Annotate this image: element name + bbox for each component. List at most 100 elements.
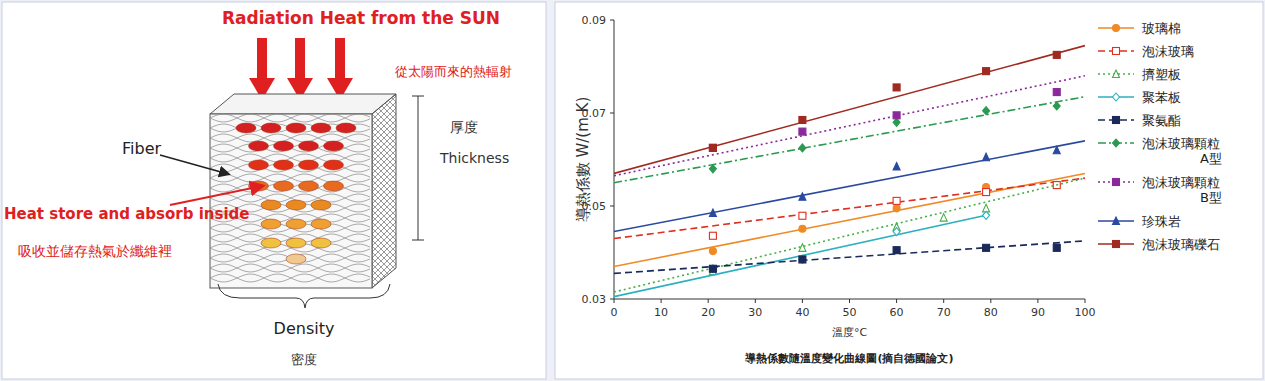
data-point [940,214,947,222]
right-panel [555,2,1263,379]
density-brace [218,284,390,308]
heat-cell [249,141,269,151]
data-point [893,247,900,254]
data-point [709,265,716,272]
fiber [210,264,370,272]
data-point [709,209,716,217]
data-point [799,256,806,263]
diagram: Radiation Heat from the SUN從太陽而來的熱輻射Fibe… [4,8,512,367]
chart-title: 導熱係數隨溫度變化曲線圖(摘自德國論文) [744,352,953,365]
x-tick-label: 50 [843,306,857,319]
data-point [709,165,716,173]
x-tick-label: 40 [795,306,809,319]
data-point [983,211,990,219]
sun-arrow [327,38,353,100]
y-axis-label: 導熱係數 W/(m K) [574,97,592,223]
heat-cell [286,254,306,264]
x-tick-label: 60 [890,306,904,319]
x-tick [1085,299,1086,303]
trend-line [614,241,1085,274]
legend: 玻璃棉泡沫玻璃擠塑板聚苯板聚氨酯泡沫玻璃顆粒A型泡沫玻璃顆粒B型珍珠岩泡沫玻璃礫… [1098,21,1222,252]
heat-cell [311,238,331,248]
axes: 0.030.050.070.090102030405060708090100 [582,14,1096,319]
sun-arrow [249,38,275,100]
x-tick-label: 0 [611,306,618,319]
x-tick-label: 100 [1075,306,1096,319]
label: 厚度 [450,119,478,135]
legend-label-line: 泡沫玻璃顆粒 [1142,175,1220,190]
legend-label: 泡沫玻璃 [1142,44,1194,59]
heat-cell [261,200,281,210]
heat-cell [249,160,269,170]
x-tick [614,299,615,303]
trend-line [614,76,1085,176]
legend-marker [1113,93,1120,101]
heat-cell [286,200,306,210]
fiber [210,114,370,122]
plot-area [614,46,1085,297]
fiber [210,134,370,142]
data-point [893,197,900,204]
label: Fiber [122,139,161,158]
heat-cell [324,181,344,191]
legend-marker [1113,48,1120,55]
x-tick [1037,299,1038,303]
data-point [893,228,900,236]
cube-front [210,114,372,288]
fibers [210,114,370,282]
fiber [210,174,370,182]
legend-marker [1113,217,1120,225]
data-point [1053,244,1060,251]
heat-cell [286,238,306,248]
label: Density [274,319,335,338]
data-point [983,68,990,75]
data-point [983,244,990,251]
fiber [210,134,370,142]
x-tick [849,299,850,303]
data-point [893,84,900,91]
trend-line [614,178,1085,292]
inside-arrow [170,186,262,205]
data-point [799,225,806,232]
legend-label-line: 泡沫玻璃顆粒 [1142,136,1220,151]
data-point [983,153,990,161]
trend-line [614,178,1085,238]
data-point [1053,89,1060,96]
heat-cell [311,200,331,210]
legend-label: 泡沫玻璃顆粒B型 [1142,175,1222,205]
data-point [1053,51,1060,58]
label: Thickness [439,150,509,166]
trend-line [614,215,986,296]
heat-cell [311,219,331,229]
data-point [799,128,806,135]
x-tick [755,299,756,303]
heat-cell [261,219,281,229]
data-point [893,162,900,170]
legend-label: 珍珠岩 [1142,214,1181,229]
label: 從太陽而來的熱輻射 [395,64,512,79]
chart: 0.030.050.070.090102030405060708090100溫度… [574,14,1222,365]
legend-label: 聚苯板 [1142,90,1181,105]
fiber [210,154,370,162]
heat-cell [286,123,306,133]
canvas: Radiation Heat from the SUN從太陽而來的熱輻射Fibe… [0,0,1265,381]
label: Heat store and absorb inside [4,205,249,223]
heat-cell [299,181,319,191]
data-point [983,107,990,115]
fiber [210,154,370,162]
heat-cell [236,123,256,133]
legend-marker [1113,139,1120,147]
x-tick-label: 70 [937,306,951,319]
legend-label: 泡沫玻璃礫石 [1142,237,1220,252]
heat-cell [311,123,331,133]
sun-arrow [287,38,313,100]
data-point [799,144,806,152]
fiber [210,264,370,272]
data-point [799,193,806,201]
x-tick [896,299,897,303]
x-tick [990,299,991,303]
y-tick-label: 0.09 [582,14,607,27]
legend-label: 玻璃棉 [1142,21,1181,36]
fiber [210,114,370,122]
x-axis-label: 溫度°C [832,326,868,339]
